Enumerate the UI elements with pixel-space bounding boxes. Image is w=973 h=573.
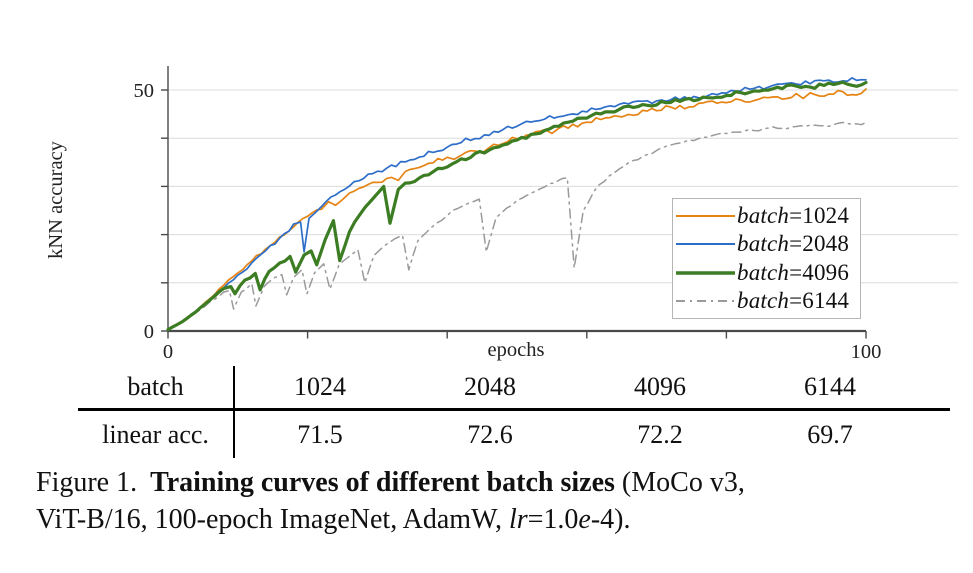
legend-line-icon (676, 243, 735, 246)
legend-label: batch=4096 (737, 260, 849, 286)
legend-label-batch-word: batch (737, 259, 790, 285)
table-filler (915, 366, 950, 408)
table-row-label: linear acc. (78, 411, 235, 458)
table-batch-value: 1024 (294, 372, 346, 401)
table-batch-value: 4096 (634, 372, 686, 401)
caption-line2-text: ViT-B/16, 100-epoch ImageNet, AdamW, (36, 504, 509, 535)
series-line-batch-6144 (167, 121, 867, 331)
legend-line-icon (676, 215, 735, 218)
legend-line-sample (673, 212, 737, 220)
results-table: batch 1024 2048 4096 6144 linear acc. 71… (78, 366, 950, 458)
legend-item-4096: batch=4096 (673, 259, 860, 286)
x-axis-label: epochs (488, 339, 545, 361)
caption-tail-2: -4). (590, 504, 631, 535)
table-header-label: batch (78, 366, 235, 408)
legend-label: batch=2048 (737, 231, 849, 257)
y-axis-label: kNN accuracy (45, 140, 67, 259)
caption-lr: lr (508, 504, 528, 535)
x-tick-label-0: 0 (163, 341, 173, 363)
figure-number: Figure 1. (36, 467, 138, 498)
table-header-row: batch 1024 2048 4096 6144 (78, 366, 950, 411)
table-data-row: linear acc. 71.5 72.6 72.2 69.7 (78, 411, 950, 458)
caption-line-2: ViT-B/16, 100-epoch ImageNet, AdamW, lr=… (36, 501, 966, 538)
legend-item-6144: batch=6144 (673, 287, 860, 314)
caption-title: Training curves of different batch sizes (150, 467, 615, 498)
caption-mid: =1.0 (527, 504, 579, 535)
series-line-batch-2048 (167, 77, 867, 331)
y-tick-label-50: 50 (134, 80, 155, 102)
table-batch-value: 6144 (804, 372, 856, 401)
caption-line-1: Figure 1. Training curves of different ba… (36, 464, 966, 501)
table-batch-value: 2048 (464, 372, 516, 401)
legend-label-batch-value: =1024 (789, 203, 850, 229)
legend-label: batch=6144 (737, 288, 849, 314)
legend-label-batch-value: =4096 (789, 259, 850, 285)
table-acc-value: 71.5 (297, 419, 343, 449)
legend-line-sample (673, 240, 737, 248)
legend-label-batch-value: =2048 (789, 231, 850, 257)
legend-label-batch-word: batch (737, 287, 790, 313)
y-tick-label-0: 0 (144, 321, 154, 343)
legend-line-sample (673, 297, 737, 305)
legend-label-batch-word: batch (737, 231, 790, 257)
legend-label-batch-value: =6144 (789, 287, 850, 313)
series-line-batch-4096 (166, 80, 868, 332)
legend-line-icon (676, 299, 735, 302)
caption-e: e (578, 504, 591, 535)
table-filler (915, 411, 950, 458)
training-curves-chart: 0 100 0 50 epochs kNN accuracy (45, 66, 958, 363)
legend-line-icon (676, 270, 735, 275)
legend-item-1024: batch=1024 (673, 203, 860, 230)
legend-label-batch-word: batch (737, 203, 790, 229)
legend-label: batch=1024 (737, 203, 849, 229)
legend-line-sample (673, 269, 737, 277)
table-acc-value: 72.2 (637, 419, 683, 449)
table-acc-value: 72.6 (467, 419, 513, 449)
chart-legend: batch=1024 batch=2048 batch=4096 batch=6144 (672, 198, 861, 319)
legend-item-2048: batch=2048 (673, 231, 860, 258)
figure-caption: Figure 1. Training curves of different ba… (36, 464, 966, 538)
caption-tail-1: (MoCo v3, (614, 467, 745, 498)
table-acc-value: 69.7 (807, 419, 853, 449)
x-tick-label-100: 100 (851, 341, 882, 363)
